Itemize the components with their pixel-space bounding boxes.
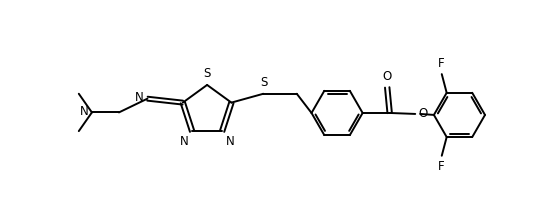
Text: N: N bbox=[80, 105, 89, 118]
Text: F: F bbox=[437, 57, 444, 70]
Text: F: F bbox=[437, 160, 444, 173]
Text: S: S bbox=[203, 67, 211, 80]
Text: N: N bbox=[225, 135, 234, 148]
Text: O: O bbox=[383, 70, 392, 84]
Text: O: O bbox=[418, 107, 428, 120]
Text: S: S bbox=[261, 76, 268, 89]
Text: N: N bbox=[135, 91, 144, 104]
Text: N: N bbox=[180, 135, 189, 148]
